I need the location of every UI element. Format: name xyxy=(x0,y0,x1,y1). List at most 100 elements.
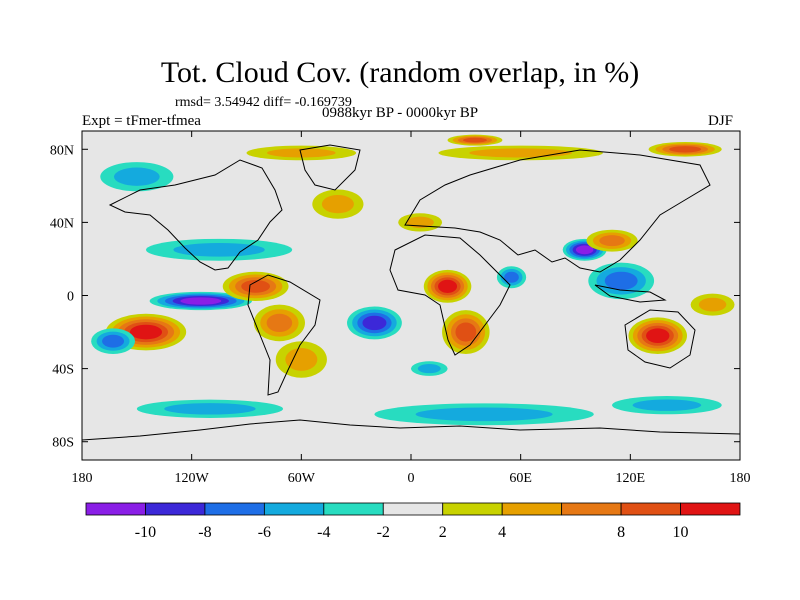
coast-greenland xyxy=(299,144,361,191)
x-axis: 180 120W 60W 0 60E 120E 180 xyxy=(72,131,751,486)
colorbar-swatch xyxy=(501,502,563,516)
anomaly-contour xyxy=(504,271,519,283)
anomaly-contour xyxy=(469,148,573,158)
season-label: DJF xyxy=(708,113,734,129)
colorbar-swatch xyxy=(442,502,503,516)
anomaly-contour xyxy=(113,167,160,186)
anomaly-contour xyxy=(164,403,256,415)
anomaly-region xyxy=(253,304,305,342)
colorbar-label: -8 xyxy=(198,524,211,541)
colorbar: -10 -8 -6 -4 -2 2 4 8 10 xyxy=(85,502,741,541)
coast-africa xyxy=(389,234,511,356)
anomaly-contour xyxy=(321,194,354,214)
anomaly-region xyxy=(442,310,490,354)
anomaly-region xyxy=(100,162,174,192)
anomaly-contour xyxy=(575,245,594,255)
anomaly-region xyxy=(586,229,638,252)
coast-north-america xyxy=(108,159,283,271)
anomaly-region xyxy=(145,238,293,261)
colorbar-label: -4 xyxy=(317,524,330,541)
anomaly-contour xyxy=(129,324,163,340)
colorbar-label: -10 xyxy=(135,524,156,541)
colorbar-swatch xyxy=(323,502,384,516)
colorbar-label: -6 xyxy=(258,524,271,541)
anomaly-region xyxy=(398,213,443,232)
anomaly-contour xyxy=(102,334,125,348)
stats-subtitle: rmsd= 3.54942 diff= -0.169739 xyxy=(175,95,352,110)
anomaly-region xyxy=(438,145,603,161)
colorbar-swatch xyxy=(680,502,741,516)
anomaly-contour xyxy=(462,137,487,143)
colorbar-swatch xyxy=(145,502,206,516)
y-tick-label: 0 xyxy=(67,290,74,305)
anomaly-region xyxy=(411,361,448,376)
anomaly-region xyxy=(612,396,722,415)
colorbar-label: 10 xyxy=(673,524,689,541)
anomaly-region xyxy=(136,399,284,418)
anomaly-region xyxy=(149,291,252,311)
x-tick-label: 0 xyxy=(408,471,415,486)
x-tick-label: 120E xyxy=(616,471,646,486)
colorbar-label: 4 xyxy=(498,524,506,541)
y-tick-label: 40S xyxy=(52,363,74,378)
anomaly-contour xyxy=(646,328,670,344)
anomaly-contour xyxy=(669,146,702,153)
colorbar-swatch xyxy=(85,502,146,516)
anomaly-contour xyxy=(438,279,458,293)
coast-australia xyxy=(624,309,696,369)
anomaly-region xyxy=(312,189,364,219)
anomaly-region xyxy=(588,262,655,300)
anomaly-region xyxy=(374,403,594,426)
coast-antarctica xyxy=(82,419,740,441)
anomaly-contour xyxy=(362,315,387,331)
y-tick-label: 80S xyxy=(52,436,74,451)
anomaly-region xyxy=(222,271,289,301)
y-axis: 80N 40N 0 40S 80S xyxy=(50,143,740,451)
coast-south-america xyxy=(247,274,321,396)
period-label: 0988kyr BP - 0000kyr BP xyxy=(322,105,479,121)
coast-indonesia xyxy=(594,284,667,303)
anomaly-contour xyxy=(604,271,638,291)
colorbar-swatch xyxy=(561,502,622,516)
x-tick-label: 60E xyxy=(509,471,532,486)
anomaly-region xyxy=(246,145,357,161)
anomaly-contour xyxy=(415,407,553,422)
colorbar-swatch xyxy=(382,502,444,516)
anomaly-region xyxy=(496,266,527,289)
x-tick-label: 60W xyxy=(288,471,316,486)
coastlines xyxy=(82,144,740,441)
anomaly-contour xyxy=(173,242,265,257)
anomaly-contour xyxy=(267,148,336,158)
x-tick-label: 180 xyxy=(72,471,93,486)
anomaly-contour xyxy=(180,297,222,305)
y-tick-label: 40N xyxy=(50,216,74,231)
x-tick-label: 120W xyxy=(175,471,210,486)
x-tick-label: 180 xyxy=(730,471,751,486)
anomaly-region xyxy=(648,141,722,157)
anomaly-contour xyxy=(241,279,271,293)
y-tick-label: 80N xyxy=(50,143,74,158)
anomaly-layer xyxy=(91,134,735,426)
anomaly-region xyxy=(91,328,136,354)
colorbar-label: 8 xyxy=(617,524,625,541)
colorbar-swatch xyxy=(204,502,265,516)
anomaly-region xyxy=(347,306,402,340)
anomaly-region xyxy=(423,269,472,303)
anomaly-contour xyxy=(599,235,625,247)
experiment-label: Expt = tFmer-tfmea xyxy=(82,113,201,129)
anomaly-contour xyxy=(266,313,293,333)
colorbar-swatch xyxy=(620,502,681,516)
anomaly-contour xyxy=(632,399,702,411)
anomaly-region xyxy=(275,341,327,378)
anomaly-contour xyxy=(285,348,318,371)
anomaly-contour xyxy=(455,322,477,342)
coast-eurasia xyxy=(404,149,711,273)
anomaly-contour xyxy=(417,364,441,374)
colorbar-label: 2 xyxy=(439,524,447,541)
anomaly-region xyxy=(628,317,687,354)
colorbar-swatch xyxy=(263,502,325,516)
chart-title: Tot. Cloud Cov. (random overlap, in %) xyxy=(160,56,640,89)
colorbar-label: -2 xyxy=(377,524,390,541)
anomaly-region xyxy=(690,293,735,316)
